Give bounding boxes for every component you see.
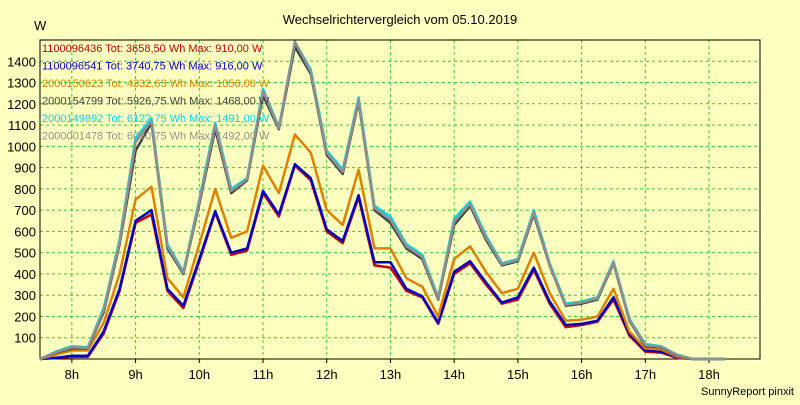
x-tick-label: 11h [253, 367, 274, 382]
legend-entry: 1100096541 Tot: 3740,75 Wh Max: 916,00 W [42, 61, 263, 73]
y-tick-label: 1300 [7, 76, 36, 91]
footer-credit: SunnyReport pinxit [701, 386, 794, 398]
y-tick-label: 100 [14, 331, 36, 346]
y-tick-label: 400 [14, 267, 36, 282]
y-tick-label: 900 [14, 161, 36, 176]
x-tick-label: 18h [698, 367, 720, 382]
x-tick-label: 17h [634, 367, 656, 382]
x-tick-label: 12h [316, 367, 338, 382]
chart-title: Wechselrichtervergleich vom 05.10.2019 [283, 12, 518, 27]
y-tick-label: 200 [14, 309, 36, 324]
legend-entry: 2000001478 Tot: 6050,75 Wh Max: 1492,00 … [42, 131, 270, 143]
x-tick-label: 8h [65, 367, 79, 382]
plot-frame [39, 39, 761, 360]
y-tick-label: 700 [14, 203, 36, 218]
y-tick-label: 600 [14, 224, 36, 239]
legend-entry: 2000149892 Tot: 6122,75 Wh Max: 1491,00 … [42, 113, 270, 125]
x-tick-label: 10h [188, 367, 210, 382]
y-axis-label: W [34, 18, 47, 33]
x-tick-label: 15h [507, 367, 529, 382]
y-tick-label: 1400 [7, 54, 36, 69]
series-line-2000001478 [39, 40, 725, 361]
y-tick-label: 300 [14, 288, 36, 303]
y-tick-label: 1200 [7, 97, 36, 112]
x-tick-label: 9h [128, 367, 142, 382]
axes: 100 200 300 400 500 600 700 800 900 1000 1100 1200 1… [7, 39, 761, 382]
series-line-1100096541 [39, 162, 725, 361]
x-tick-label: 14h [443, 367, 465, 382]
y-tick-label: 500 [14, 246, 36, 261]
series-group [39, 40, 725, 361]
y-tick-label: 800 [14, 182, 36, 197]
x-tick-label: 16h [571, 367, 593, 382]
x-tick-label: 13h [380, 367, 402, 382]
legend: 1100096436 Tot: 3658,50 Wh Max: 910,00 W… [42, 43, 270, 143]
y-tick-label: 1100 [8, 118, 36, 133]
legend-entry: 2000150623 Tot: 4332,63 Wh Max: 1056,00 … [42, 78, 270, 90]
legend-entry: 2000154799 Tot: 5926,75 Wh Max: 1468,00 … [42, 96, 270, 108]
series-line-2000150623 [39, 133, 725, 361]
legend-entry: 1100096436 Tot: 3658,50 Wh Max: 910,00 W [42, 43, 263, 55]
y-tick-label: 1000 [7, 139, 36, 154]
